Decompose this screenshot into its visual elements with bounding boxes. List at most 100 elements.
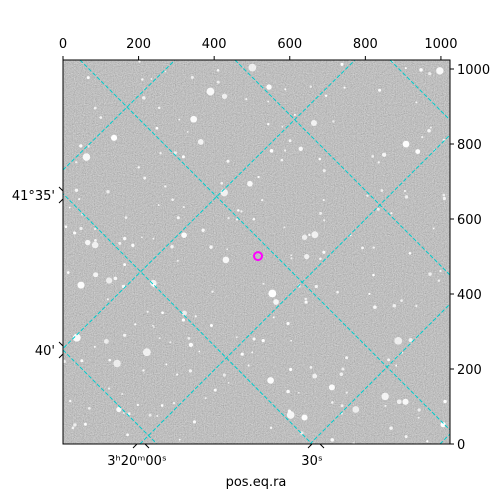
axes-frame — [62, 59, 451, 445]
star — [440, 421, 446, 428]
star — [171, 198, 174, 202]
star — [142, 369, 145, 372]
star — [304, 297, 307, 301]
star — [318, 157, 322, 161]
star — [204, 397, 207, 400]
star — [352, 406, 360, 413]
star — [172, 401, 176, 405]
star — [319, 211, 323, 215]
star — [126, 433, 129, 437]
star — [402, 398, 409, 405]
star — [240, 352, 244, 356]
star — [176, 259, 179, 262]
star — [108, 358, 112, 362]
star — [182, 206, 185, 209]
star — [178, 118, 181, 121]
star — [436, 67, 444, 75]
star — [160, 404, 164, 407]
star — [201, 228, 205, 232]
star — [150, 279, 157, 287]
star — [131, 243, 135, 248]
star — [247, 364, 250, 367]
star — [221, 93, 228, 99]
star — [91, 241, 99, 249]
star — [93, 227, 97, 231]
star — [442, 196, 447, 201]
star — [116, 406, 122, 413]
star — [331, 401, 334, 404]
star — [267, 100, 270, 103]
star — [103, 338, 109, 344]
star — [297, 391, 300, 394]
star — [84, 239, 91, 246]
star — [261, 198, 264, 202]
star — [146, 310, 149, 313]
star — [415, 304, 418, 308]
star — [136, 403, 140, 407]
star — [113, 359, 121, 368]
star — [381, 152, 387, 157]
star — [267, 122, 270, 126]
star — [312, 373, 318, 379]
star — [286, 321, 290, 326]
star — [408, 338, 413, 343]
star — [376, 207, 380, 211]
star — [421, 136, 424, 139]
star — [443, 399, 447, 404]
star — [262, 282, 265, 285]
star — [106, 190, 110, 194]
star — [380, 189, 384, 192]
star — [309, 366, 313, 369]
dec-tick — [58, 341, 64, 347]
star — [106, 298, 109, 301]
star — [345, 391, 348, 394]
star — [267, 377, 274, 384]
dec-tick — [58, 353, 64, 359]
star — [290, 254, 292, 257]
grid-line — [79, 60, 450, 431]
star — [157, 204, 160, 206]
star — [206, 87, 215, 96]
star — [381, 392, 389, 401]
star — [371, 154, 375, 158]
star — [226, 159, 230, 163]
star — [404, 195, 409, 199]
star — [80, 359, 84, 363]
star — [368, 292, 371, 295]
star — [286, 411, 295, 419]
star — [82, 153, 91, 161]
star — [289, 367, 293, 372]
y-tick-label: 0 — [457, 438, 465, 453]
star — [300, 431, 304, 435]
star — [384, 404, 387, 408]
star — [293, 113, 296, 116]
star — [237, 209, 240, 212]
star — [107, 387, 111, 390]
star — [71, 426, 75, 430]
x-tick-label: 400 — [202, 37, 227, 52]
star — [158, 337, 161, 340]
star — [141, 236, 143, 239]
star — [138, 60, 141, 63]
star — [366, 194, 369, 197]
star — [339, 372, 344, 377]
star — [194, 315, 197, 318]
star — [340, 62, 344, 66]
grid-line — [63, 349, 158, 444]
star — [336, 290, 339, 294]
star — [156, 414, 159, 418]
star — [281, 125, 284, 128]
star — [123, 333, 127, 337]
star — [222, 373, 226, 377]
star — [75, 161, 78, 164]
grid-line — [439, 433, 450, 444]
star — [161, 311, 164, 315]
star — [252, 337, 256, 341]
star — [86, 76, 90, 80]
star — [343, 86, 346, 89]
star — [402, 140, 410, 148]
star — [426, 440, 429, 443]
star — [87, 406, 91, 410]
grid-line — [63, 60, 356, 350]
star — [396, 399, 402, 405]
